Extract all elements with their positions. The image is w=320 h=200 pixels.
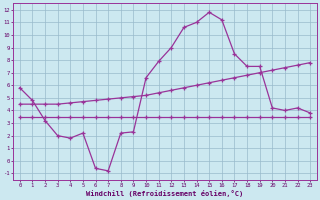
X-axis label: Windchill (Refroidissement éolien,°C): Windchill (Refroidissement éolien,°C) (86, 190, 244, 197)
